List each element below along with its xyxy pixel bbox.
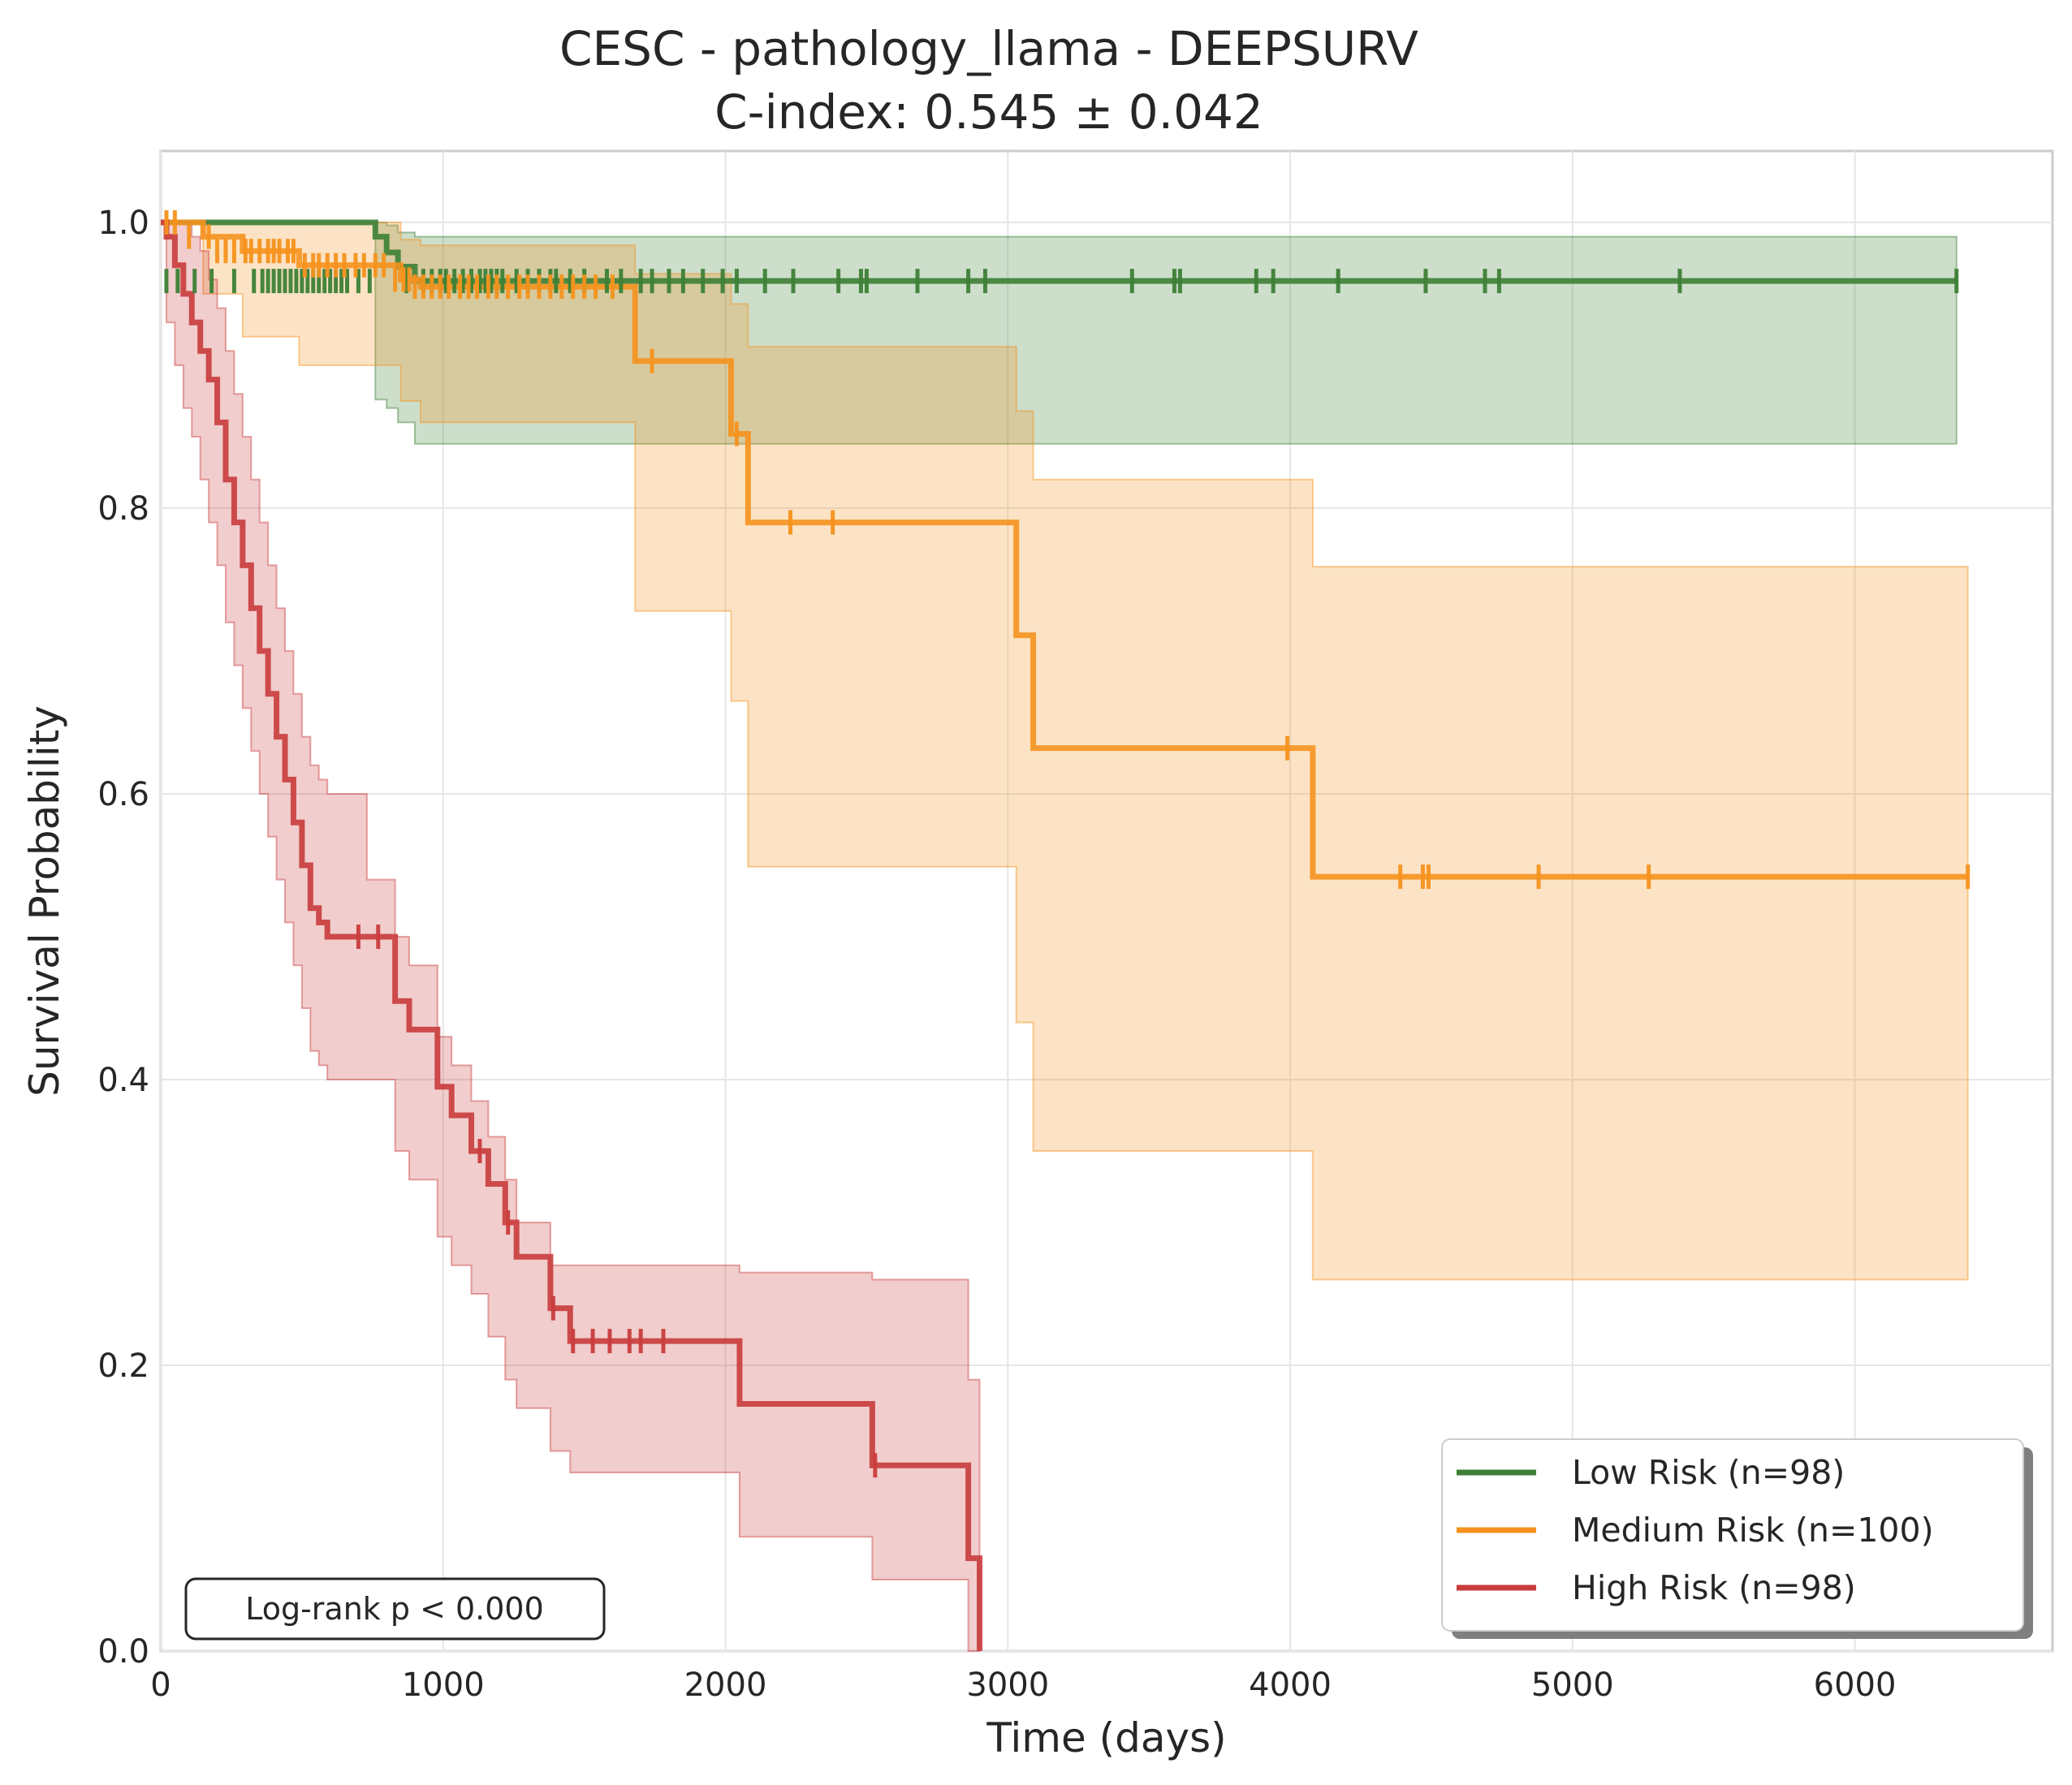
x-tick-label: 2000 xyxy=(684,1666,767,1704)
grid-lines xyxy=(160,151,2053,1652)
high-risk-legend-label: High Risk (n=98) xyxy=(1572,1568,1856,1607)
logrank-annotation: Log-rank p < 0.000 xyxy=(184,1577,606,1641)
annotation-box xyxy=(184,1577,606,1641)
confidence-bands xyxy=(161,222,1969,1652)
x-axis-label: Time (days) xyxy=(986,1714,1226,1761)
low-risk-legend-label: Low Risk (n=98) xyxy=(1572,1453,1845,1492)
y-axis-label: Survival Probability xyxy=(21,705,68,1097)
y-tick-label: 0.0 xyxy=(97,1633,149,1671)
low-risk-ci-band xyxy=(161,222,1958,445)
x-tick-label: 3000 xyxy=(966,1666,1049,1704)
plot-background xyxy=(159,149,2054,1653)
chart-subtitle: C-index: 0.545 ± 0.042 xyxy=(714,84,1263,140)
low-risk-curve xyxy=(161,219,1957,284)
survival-curves xyxy=(161,219,1968,1651)
x-tick-label: 1000 xyxy=(402,1666,485,1704)
annotation-text: Log-rank p < 0.000 xyxy=(245,1591,544,1627)
y-tick-label: 0.2 xyxy=(97,1347,149,1385)
legend-items: Low Risk (n=98) Medium Risk (n=100) High R… xyxy=(1457,1453,1934,1607)
y-tick-label: 0.8 xyxy=(97,490,149,528)
x-axis-ticks: 0 1000 2000 3000 4000 5000 6000 xyxy=(150,1666,1896,1704)
y-tick-label: 1.0 xyxy=(97,205,149,242)
medium-risk-ci-band xyxy=(161,222,1969,1281)
chart-title: CESC - pathology_llama - DEEPSURV xyxy=(559,21,1418,76)
x-tick-label: 5000 xyxy=(1531,1666,1614,1704)
medium-risk-legend-label: Medium Risk (n=100) xyxy=(1572,1511,1934,1550)
high-risk-curve xyxy=(161,219,983,1651)
x-tick-label: 0 xyxy=(150,1666,171,1704)
y-tick-label: 0.4 xyxy=(97,1062,149,1099)
medium-risk-curve xyxy=(161,219,1968,880)
plot-area xyxy=(159,149,2054,1653)
legend-box xyxy=(1441,1438,2024,1632)
y-axis-ticks: 0.0 0.2 0.4 0.6 0.8 1.0 xyxy=(97,205,149,1671)
x-tick-label: 4000 xyxy=(1249,1666,1332,1704)
y-tick-label: 0.6 xyxy=(97,776,149,813)
x-tick-label: 6000 xyxy=(1814,1666,1897,1704)
censor-marks xyxy=(164,210,1971,1478)
legend: Low Risk (n=98) Medium Risk (n=100) High R… xyxy=(1441,1438,2033,1639)
high-risk-ci-band xyxy=(161,222,981,1652)
